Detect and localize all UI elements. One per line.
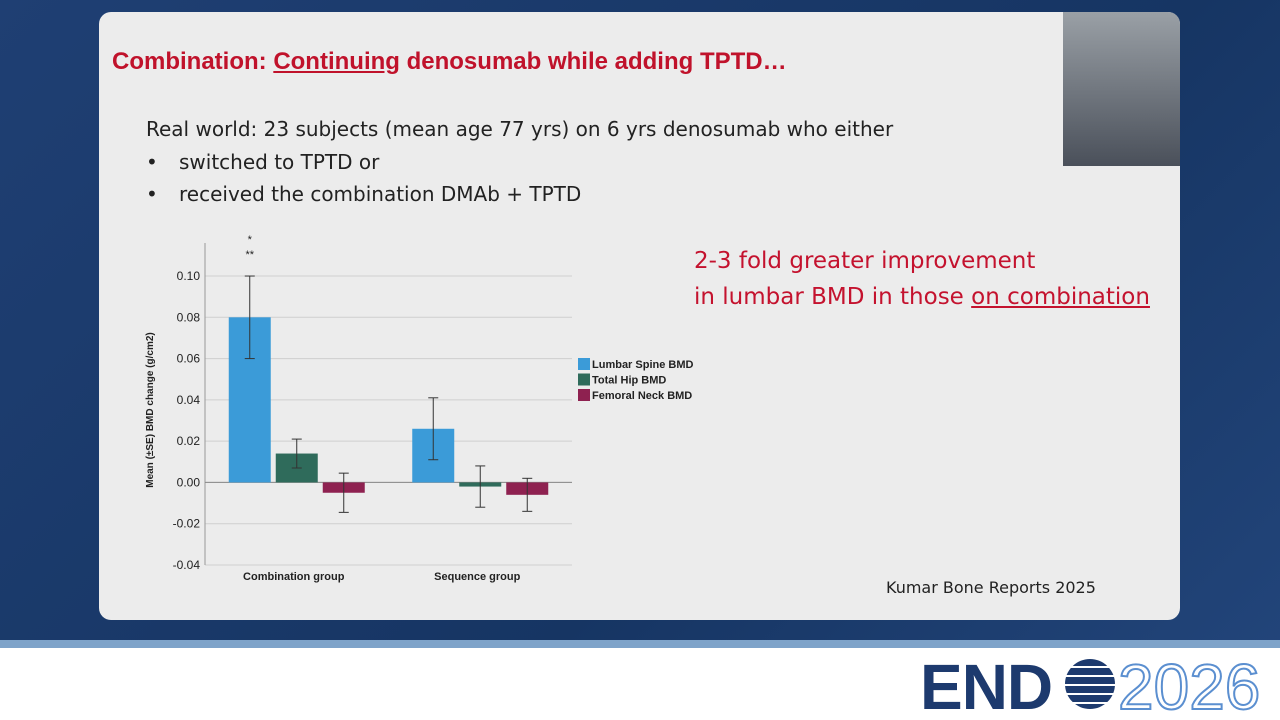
- intro-text: Real world: 23 subjects (mean age 77 yrs…: [146, 117, 894, 141]
- slide-title: Combination: Continuing denosumab while …: [112, 48, 787, 76]
- y-tick-label: 0.02: [177, 434, 201, 448]
- bullet-dot: •: [146, 182, 158, 206]
- logo-globe: [1065, 659, 1115, 709]
- y-tick-label: 0.00: [177, 475, 201, 489]
- callout-text: 2-3 fold greater improvement: [694, 248, 1036, 274]
- error-bar: [338, 472, 349, 513]
- bullet-text: switched to TPTD or: [179, 150, 380, 174]
- y-tick-label: -0.04: [173, 558, 201, 572]
- y-tick-label: 0.08: [177, 310, 201, 324]
- legend-label: Total Hip BMD: [592, 375, 666, 387]
- title-text: denosumab while adding TPTD…: [399, 48, 787, 75]
- error-bar: [428, 397, 439, 461]
- citation: Kumar Bone Reports 2025: [886, 578, 1096, 597]
- y-tick-label: -0.02: [173, 517, 201, 531]
- callout-text: in lumbar BMD in those: [694, 284, 972, 310]
- y-axis-label: Mean (±SE) BMD change (g/cm2): [145, 332, 156, 488]
- title-text: Combination:: [112, 48, 274, 75]
- legend-swatch: [578, 358, 590, 370]
- legend-label: Lumbar Spine BMD: [592, 359, 694, 371]
- error-bar: [475, 465, 486, 508]
- y-tick-label: 0.10: [177, 269, 201, 283]
- y-tick-label: 0.04: [177, 393, 201, 407]
- x-tick-label: Combination group: [243, 571, 345, 583]
- legend-swatch: [578, 389, 590, 401]
- error-bar: [522, 477, 533, 512]
- significance-mark: **: [245, 249, 254, 261]
- bullet-dot: •: [146, 150, 158, 174]
- error-bar: [291, 438, 302, 469]
- callout-underlined: on combination: [971, 284, 1150, 310]
- legend-label: Femoral Neck BMD: [592, 390, 692, 402]
- x-tick-label: Sequence group: [434, 571, 520, 583]
- legend-swatch: [578, 373, 590, 386]
- logo-text: END: [920, 651, 1053, 720]
- callout-text: in lumbar BMD in those on combination: [694, 284, 1150, 310]
- significance-mark: *: [248, 234, 253, 246]
- error-bar: [244, 275, 255, 360]
- bullet-text: received the combination DMAb + TPTD: [179, 182, 582, 206]
- chart: Mean (±SE) BMD change (g/cm2) -0.04 -0.02…: [145, 234, 694, 583]
- y-tick-label: 0.06: [177, 352, 201, 366]
- speaker-photo: [1063, 12, 1180, 166]
- slide-panel: [99, 12, 1180, 620]
- title-underlined: Continuing: [273, 48, 400, 75]
- logo-text: 2026: [1117, 650, 1261, 720]
